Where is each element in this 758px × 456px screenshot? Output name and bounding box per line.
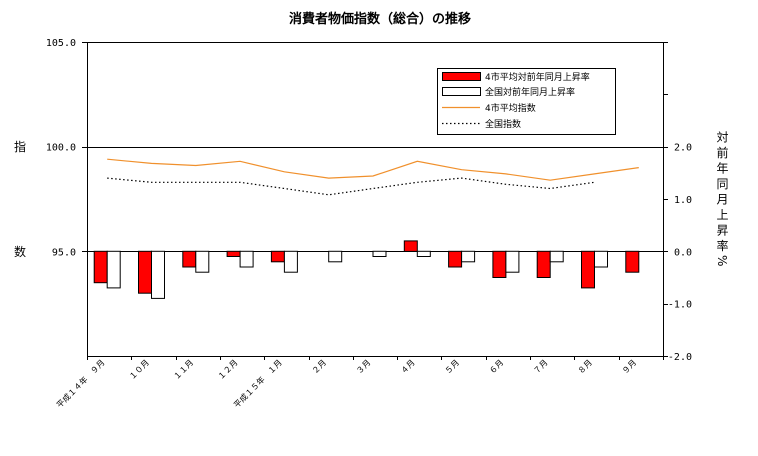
y-axis-left-label-char: 数 [14,244,26,259]
bar-4city-yoy-rate-12 [625,250,640,273]
x-tick-label: ４月 [399,358,417,376]
line-national-index [107,177,595,196]
bar-national-yoy-rate-9 [505,250,520,273]
bar-4city-yoy-rate-2 [182,250,197,268]
y-right-tick-label: -2.0 [668,352,692,363]
line-4city-index [107,158,639,181]
x-tick-label: ９月 [621,358,639,376]
x-tick-label: ６月 [488,358,506,376]
y-axis-left-label-char: 指 [14,139,26,154]
y-right-tick-label: 1.0 [674,195,692,206]
bar-national-yoy-rate-4 [283,250,298,273]
series-lines [107,158,639,196]
legend-label-4city-yoy-rate: 4市平均対前年同月上昇率 [485,71,590,83]
x-tick-label: ８月 [576,358,594,376]
y-axis-right-label: 対前年同月上昇率% [715,131,729,270]
bar-national-yoy-rate-0 [106,250,121,289]
bar-4city-yoy-rate-0 [93,250,108,284]
legend-label-national-index: 全国指数 [485,118,521,130]
x-tick-label: ５月 [443,358,461,376]
bar-national-yoy-rate-6 [372,250,387,258]
legend-swatch-national-yoy-rate [442,87,481,96]
x-tick-label: 平成１５年 １月 [231,357,283,409]
x-tick-label: 平成１４年 ９月 [54,357,106,409]
bar-4city-yoy-rate-1 [138,250,152,294]
bar-4city-yoy-rate-10 [536,250,551,279]
x-tick-label: １０月 [128,358,151,381]
y-right-tick-label: -1.0 [668,300,692,311]
legend-swatch-4city-yoy-rate [442,72,481,81]
bar-4city-yoy-rate-11 [581,250,595,289]
bar-national-yoy-rate-1 [151,250,165,299]
y-left-tick-label: 95.0 [52,247,76,258]
legend-label-4city-index: 4市平均指数 [485,102,536,114]
x-tick-label: ２月 [310,358,328,376]
y-left-tick-label: 100.0 [46,143,76,154]
bar-4city-yoy-rate-3 [226,250,241,258]
x-tick-label: １２月 [216,358,239,381]
bar-national-yoy-rate-5 [328,250,343,263]
bar-4city-yoy-rate-7 [403,240,418,252]
legend-label-national-yoy-rate: 全国対前年同月上昇率 [485,86,575,98]
bar-national-yoy-rate-2 [195,250,210,273]
x-tick-label: １１月 [172,358,195,381]
bar-national-yoy-rate-10 [549,250,564,263]
bar-national-yoy-rate-7 [416,250,431,258]
chart-title: 消費者物価指数（総合）の推移 [289,11,471,27]
x-tick-label: ７月 [532,358,550,376]
y-left-tick-label: 105.0 [46,38,76,49]
x-tick-label: ３月 [355,358,373,376]
y-right-tick-label: 2.0 [674,143,692,154]
legend: 4市平均対前年同月上昇率 全国対前年同月上昇率 4市平均指数 全国指数 [437,68,616,135]
bar-national-yoy-rate-8 [461,250,476,263]
bar-national-yoy-rate-11 [594,250,608,268]
bar-4city-yoy-rate-9 [492,250,507,279]
y-right-tick-label: 0.0 [674,247,692,258]
bar-4city-yoy-rate-4 [270,250,285,263]
bar-national-yoy-rate-3 [239,250,254,268]
bars [93,240,640,299]
bar-4city-yoy-rate-8 [448,250,463,268]
